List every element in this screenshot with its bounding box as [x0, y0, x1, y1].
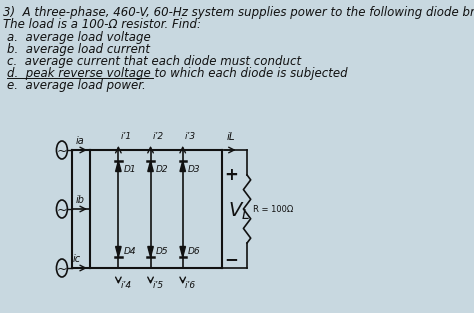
Text: iL: iL: [227, 132, 235, 142]
Text: R = 100Ω: R = 100Ω: [253, 204, 293, 213]
Text: i’3: i’3: [184, 132, 196, 141]
Text: c.  average current that each diode must conduct: c. average current that each diode must …: [7, 55, 301, 68]
Text: D3: D3: [188, 166, 201, 175]
Text: D1: D1: [124, 166, 137, 175]
Text: +: +: [224, 166, 238, 184]
Polygon shape: [180, 161, 185, 172]
Text: The load is a 100-Ω resistor. Find:: The load is a 100-Ω resistor. Find:: [3, 18, 201, 31]
Text: D5: D5: [156, 248, 169, 256]
Text: D2: D2: [156, 166, 169, 175]
Text: a.  average load voltage: a. average load voltage: [7, 31, 151, 44]
Polygon shape: [148, 247, 153, 257]
Polygon shape: [148, 161, 153, 172]
Polygon shape: [116, 161, 121, 172]
Text: i’6: i’6: [184, 281, 196, 290]
Text: i’5: i’5: [152, 281, 164, 290]
Text: ~: ~: [57, 203, 67, 217]
Text: D4: D4: [124, 248, 137, 256]
Text: ib: ib: [75, 195, 84, 205]
Text: b.  average load current: b. average load current: [7, 43, 150, 56]
Text: d.  peak reverse voltage to which each diode is subjected: d. peak reverse voltage to which each di…: [7, 67, 348, 80]
Polygon shape: [116, 247, 121, 257]
Text: ~: ~: [57, 145, 67, 157]
Text: −: −: [224, 250, 238, 268]
Text: $V_L$: $V_L$: [228, 200, 250, 222]
Text: ia: ia: [75, 136, 84, 146]
Text: D6: D6: [188, 248, 201, 256]
Text: i’2: i’2: [152, 132, 164, 141]
Text: ic: ic: [73, 254, 81, 264]
Text: 3)  A three-phase, 460-V, 60-Hz system supplies power to the following diode bri: 3) A three-phase, 460-V, 60-Hz system su…: [3, 6, 474, 19]
Text: e.  average load power.: e. average load power.: [7, 79, 146, 92]
Text: ~: ~: [57, 263, 67, 275]
Text: i’4: i’4: [120, 281, 131, 290]
Polygon shape: [180, 247, 185, 257]
Text: i’1: i’1: [120, 132, 131, 141]
